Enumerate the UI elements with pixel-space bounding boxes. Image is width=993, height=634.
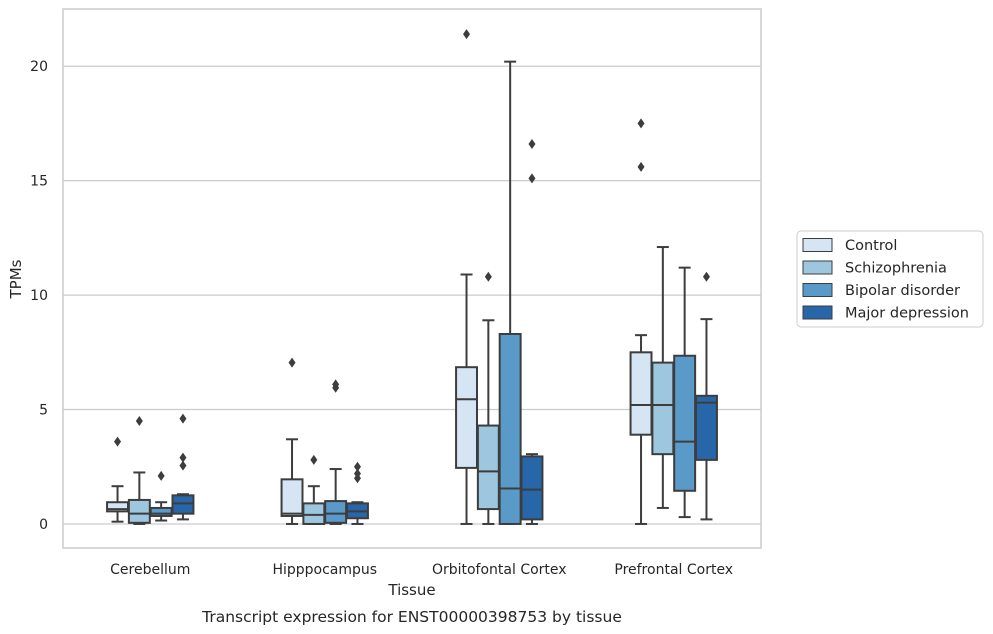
outlier-point <box>179 460 187 471</box>
outlier-point <box>179 413 187 424</box>
box-2-3 <box>673 266 697 519</box>
legend-swatch-3 <box>802 283 833 297</box>
box-3-1 <box>345 461 369 525</box>
box-series <box>106 29 718 525</box>
outlier-point <box>528 173 536 184</box>
box-body <box>673 354 697 492</box>
box-body <box>498 333 522 525</box>
x-axis-label: Tissue <box>387 581 435 599</box>
outlier-point <box>288 357 296 368</box>
box-body <box>127 498 151 524</box>
legend-label-2: Schizophrenia <box>845 261 947 277</box>
grid-lines <box>63 65 761 525</box>
outlier-point <box>528 139 536 150</box>
box-3-0 <box>171 413 195 521</box>
box-0-1 <box>280 357 304 525</box>
y-tick-label-20: 20 <box>30 59 48 75</box>
plot-frame <box>62 8 762 549</box>
box-2-1 <box>324 379 348 525</box>
outlier-point <box>702 271 710 282</box>
box-0-2 <box>455 29 479 525</box>
box-body <box>476 424 500 511</box>
y-axis-label: TPMs <box>7 259 25 299</box>
box-body <box>651 361 675 456</box>
box-body <box>302 502 326 525</box>
outlier-point <box>157 470 165 481</box>
box-3-3 <box>694 271 718 521</box>
outlier-point <box>353 468 361 479</box>
y-tick-label-15: 15 <box>30 174 48 190</box>
legend-swatch-2 <box>802 260 833 275</box>
box-body <box>171 494 195 515</box>
box-1-1 <box>302 454 326 525</box>
outlier-point <box>310 454 318 465</box>
box-1-3 <box>651 246 675 509</box>
outlier-point <box>179 452 187 463</box>
outlier-point <box>484 271 492 282</box>
x-tick-label-4: Prefrontal Cortex <box>614 562 733 578</box>
legend-label-4: Major depression <box>845 306 969 322</box>
box-body <box>280 478 304 517</box>
box-body <box>520 455 544 521</box>
box-body <box>455 366 479 469</box>
y-tick-label-10: 10 <box>30 288 48 304</box>
legend-label-3: Bipolar disorder <box>845 283 960 299</box>
outlier-point <box>637 118 645 129</box>
box-2-2 <box>498 60 522 525</box>
legend-frame <box>796 230 984 328</box>
box-3-2 <box>520 139 544 525</box>
box-body <box>324 500 348 524</box>
x-tick-label-3: Orbitofontal Cortex <box>432 562 567 578</box>
chart-caption: Transcript expression for ENST0000039875… <box>201 608 622 626</box>
outlier-point <box>637 161 645 172</box>
outlier-point <box>353 461 361 472</box>
box-0-0 <box>106 436 130 523</box>
box-body <box>629 351 653 436</box>
box-1-0 <box>127 415 151 525</box>
x-axis-ticks: Cerebellum Hipppocampus Orbitofontal Corte… <box>110 562 733 578</box>
y-tick-label-0: 0 <box>39 517 48 533</box>
outlier-point <box>135 415 143 426</box>
outlier-point <box>114 436 122 447</box>
outlier-point <box>332 379 340 390</box>
legend-label-1: Control <box>845 238 897 254</box>
x-tick-label-2: Hipppocampus <box>272 562 377 578</box>
box-1-2 <box>476 271 500 525</box>
y-axis-ticks: 0 5 10 15 20 <box>30 59 48 533</box>
box-body <box>149 506 173 517</box>
legend: Control Schizophrenia Bipolar disorder Majo… <box>796 230 984 328</box>
y-tick-label-5: 5 <box>39 403 48 419</box>
box-body <box>694 394 718 461</box>
box-2-0 <box>149 470 173 522</box>
box-0-3 <box>629 118 653 525</box>
x-tick-label-1: Cerebellum <box>110 562 190 578</box>
outlier-point <box>463 29 471 40</box>
legend-swatch-4 <box>802 305 833 320</box>
legend-swatch-1 <box>802 238 833 252</box>
